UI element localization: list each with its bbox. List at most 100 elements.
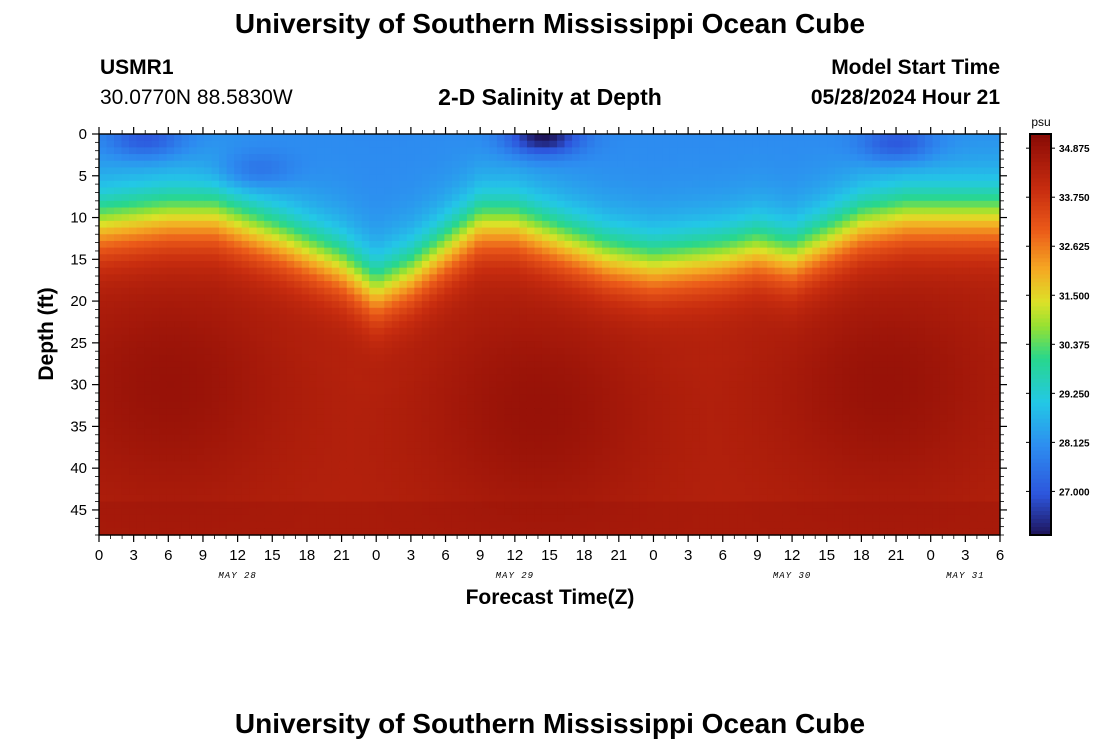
heatmap-cell (557, 481, 566, 489)
heatmap-cell (549, 214, 558, 222)
heatmap-cell (256, 367, 265, 376)
heatmap-cell (436, 254, 445, 262)
heatmap-cell (331, 254, 340, 262)
heatmap-cell (534, 468, 543, 476)
heatmap-cell (632, 327, 641, 336)
heatmap-cell (151, 514, 160, 523)
heatmap-cell (234, 341, 243, 349)
heatmap-cell (436, 514, 445, 523)
heatmap-cell (444, 154, 453, 162)
heatmap-cell (384, 154, 393, 162)
heatmap-cell (324, 294, 333, 302)
heatmap-cell (654, 421, 663, 429)
heatmap-cell (316, 327, 325, 336)
heatmap-cell (602, 414, 611, 422)
heatmap-cell (699, 508, 708, 516)
heatmap-cell (354, 414, 363, 422)
heatmap-cell (241, 468, 250, 476)
heatmap-cell (609, 474, 618, 483)
heatmap-cell (181, 334, 190, 342)
heatmap-cell (346, 134, 355, 142)
heatmap-cell (519, 160, 528, 169)
heatmap-cell (526, 267, 536, 275)
heatmap-cell (519, 314, 528, 322)
heatmap-cell (369, 454, 378, 463)
heatmap-cell (714, 428, 723, 436)
heatmap-cell (384, 528, 393, 536)
heatmap-cell (144, 508, 153, 516)
heatmap-cell (309, 160, 318, 169)
heatmap-cell (684, 387, 693, 396)
heatmap-cell (286, 367, 295, 376)
heatmap-cell (587, 494, 596, 503)
heatmap-cell (609, 254, 618, 262)
heatmap-cell (406, 321, 415, 329)
heatmap-cell (481, 387, 491, 396)
heatmap-cell (639, 267, 648, 275)
heatmap-cell (271, 234, 280, 242)
heatmap-cell (466, 387, 476, 396)
heatmap-cell (496, 160, 506, 169)
heatmap-cell (722, 160, 731, 169)
heatmap-cell (609, 247, 618, 255)
heatmap-cell (699, 240, 708, 249)
heatmap-cell (414, 240, 423, 249)
heatmap-cell (632, 301, 641, 309)
heatmap-cell (692, 434, 701, 443)
heatmap-cell (436, 428, 445, 436)
heatmap-cell (647, 521, 656, 529)
heatmap-cell (151, 354, 160, 362)
heatmap-cell (617, 227, 626, 235)
heatmap-cell (331, 441, 340, 449)
heatmap-cell (196, 140, 205, 148)
heatmap-cell (346, 474, 355, 483)
heatmap-cell (511, 281, 521, 289)
heatmap-cell (496, 240, 506, 249)
heatmap-cell (279, 408, 288, 416)
heatmap-cell (654, 247, 663, 255)
heatmap-cell (249, 301, 258, 309)
heatmap-cell (151, 174, 160, 182)
heatmap-cell (361, 434, 370, 443)
heatmap-cell (579, 307, 588, 316)
heatmap-cell (376, 428, 385, 436)
heatmap-cell (436, 508, 445, 516)
heatmap-cell (301, 474, 310, 483)
heatmap-cell (579, 494, 588, 503)
heatmap-cell (264, 341, 273, 349)
heatmap-cell (339, 274, 348, 282)
heatmap-cell (481, 454, 491, 463)
heatmap-cell (174, 220, 183, 229)
heatmap-cell (459, 174, 468, 182)
heatmap-cell (699, 274, 708, 282)
heatmap-cell (286, 347, 295, 356)
heatmap-cell (121, 434, 130, 443)
heatmap-cell (339, 220, 348, 229)
heatmap-cell (189, 514, 198, 523)
heatmap-cell (286, 448, 295, 456)
heatmap-cell (189, 481, 198, 489)
heatmap-cell (384, 514, 393, 523)
heatmap-cell (339, 448, 348, 456)
heatmap-cell (354, 454, 363, 463)
heatmap-cell (249, 180, 258, 189)
heatmap-cell (271, 367, 280, 376)
heatmap-cell (301, 381, 310, 389)
heatmap-cell (121, 194, 130, 202)
heatmap-cell (572, 508, 581, 516)
heatmap-cell (294, 294, 303, 302)
heatmap-cell (617, 180, 626, 189)
heatmap-cell (226, 508, 235, 516)
heatmap-cell (519, 428, 528, 436)
heatmap-cell (204, 381, 213, 389)
heatmap-cell (211, 180, 220, 189)
heatmap-cell (391, 408, 400, 416)
heatmap-cell (234, 294, 243, 302)
heatmap-cell (354, 401, 363, 409)
heatmap-cell (279, 254, 288, 262)
heatmap-cell (436, 301, 445, 309)
heatmap-cell (602, 274, 611, 282)
heatmap-cell (256, 421, 265, 429)
heatmap-cell (399, 347, 408, 356)
